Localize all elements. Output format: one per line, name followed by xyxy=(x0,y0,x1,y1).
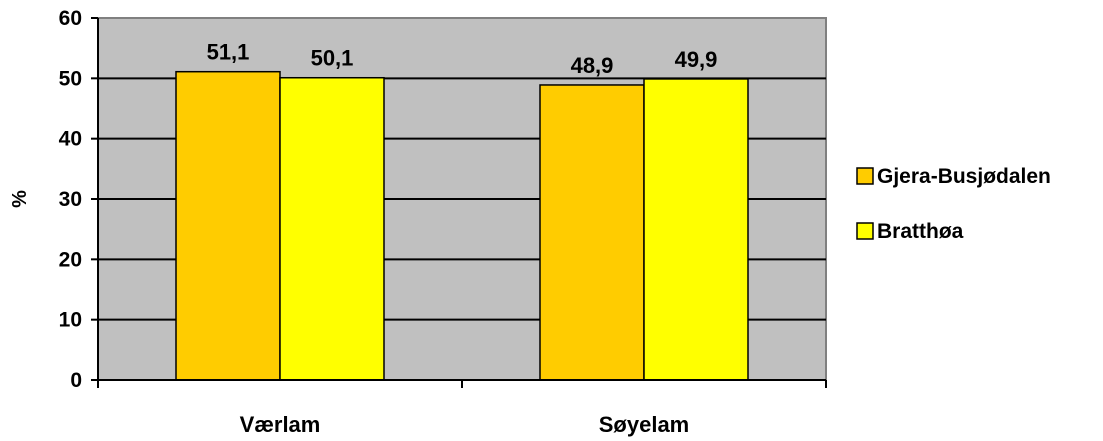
legend: Gjera-Busjødalen Bratthøa xyxy=(856,165,1051,243)
data-label: 49,9 xyxy=(675,47,718,72)
legend-swatch xyxy=(856,167,874,185)
y-tick-label: 40 xyxy=(59,128,82,151)
legend-label: Bratthøa xyxy=(877,220,964,243)
bar xyxy=(643,78,749,381)
x-tick-label: Værlam xyxy=(240,412,321,437)
y-tick-label: 50 xyxy=(59,67,82,90)
y-tick-labels: 0 10 20 30 40 50 60 xyxy=(59,7,98,392)
bar xyxy=(539,84,645,381)
y-tick-label: 30 xyxy=(59,188,82,211)
y-tick-label: 0 xyxy=(70,369,82,392)
bar xyxy=(279,76,385,381)
data-label: 51,1 xyxy=(207,40,250,65)
legend-label: Gjera-Busjødalen xyxy=(877,165,1051,188)
y-axis-label: % xyxy=(9,190,31,208)
x-tick-labels: Værlam Søyelam xyxy=(97,380,827,437)
legend-swatch xyxy=(856,222,874,240)
data-label: 48,9 xyxy=(571,53,614,78)
data-labels: 51,1 48,9 50,1 49,9 xyxy=(207,40,718,78)
bar xyxy=(175,70,281,381)
y-tick-label: 60 xyxy=(59,7,82,30)
data-label: 50,1 xyxy=(311,46,354,71)
y-tick-label: 10 xyxy=(59,309,82,332)
bars xyxy=(175,70,749,381)
y-tick-label: 20 xyxy=(59,248,82,271)
x-tick-label: Søyelam xyxy=(599,412,690,437)
